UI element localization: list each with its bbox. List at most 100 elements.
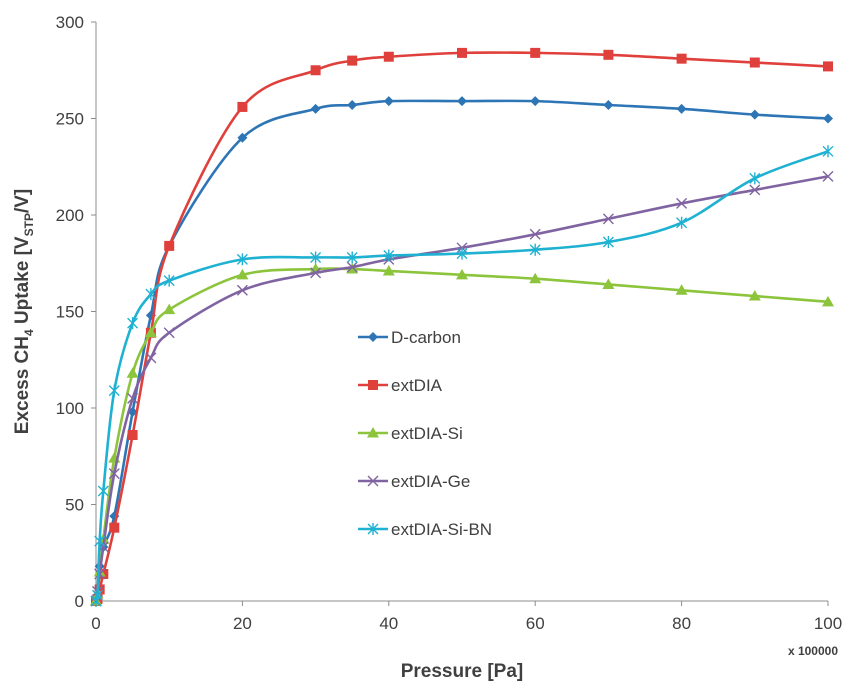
legend-marker — [368, 332, 378, 342]
data-point — [347, 99, 358, 110]
data-point — [94, 535, 106, 548]
data-point — [602, 278, 615, 289]
data-point — [126, 367, 139, 378]
series-extdia-ge — [90, 170, 834, 607]
data-point — [237, 101, 248, 112]
data-point — [530, 47, 541, 58]
data-point — [237, 132, 248, 143]
data-point — [603, 49, 614, 60]
data-point — [91, 589, 103, 602]
data-point — [748, 290, 761, 301]
data-point — [309, 263, 322, 274]
data-point — [310, 251, 322, 264]
data-point — [164, 240, 175, 251]
y-tick-label: 200 — [56, 206, 84, 225]
data-point — [749, 57, 760, 68]
data-point — [347, 55, 358, 66]
y-tick-label: 300 — [56, 13, 84, 32]
data-point — [603, 99, 614, 110]
data-point — [529, 243, 541, 256]
legend-entry: extDIA — [358, 376, 443, 395]
legend-entry: D-carbon — [358, 328, 461, 347]
data-point — [383, 249, 395, 262]
legend-marker — [367, 475, 379, 487]
data-point — [310, 65, 321, 76]
y-tick-label: 100 — [56, 399, 84, 418]
series-line — [94, 51, 829, 603]
data-point — [530, 96, 541, 107]
y-tick-label: 150 — [56, 303, 84, 322]
x-tick-label: 60 — [526, 614, 545, 633]
x-tick-label: 0 — [91, 614, 100, 633]
data-point — [822, 170, 834, 182]
data-point — [236, 284, 248, 296]
data-point — [602, 213, 614, 225]
data-point — [676, 197, 688, 209]
legend: D-carbon extDIA extDIA-Si extDIA-Ge extDIA-S… — [358, 328, 492, 539]
data-point — [97, 484, 109, 497]
data-point — [457, 47, 467, 58]
x-axis-multiplier: x 100000 — [788, 644, 838, 658]
y-axis-title: Excess CH4 Uptake [VSTP/V] — [12, 189, 36, 434]
data-point — [310, 103, 321, 114]
legend-label: extDIA-Si — [391, 424, 463, 443]
x-tick-label: 100 — [814, 614, 842, 633]
tick-labels: 0 50 100 150 200 250 300 0 20 40 60 80 100 — [56, 13, 843, 633]
data-point — [109, 522, 120, 533]
data-point — [676, 53, 687, 64]
data-point — [383, 96, 394, 107]
data-point — [108, 468, 120, 480]
legend-entry: extDIA-Ge — [358, 472, 470, 491]
data-point — [127, 430, 138, 441]
data-point — [346, 261, 358, 273]
x-tick-label: 40 — [379, 614, 398, 633]
data-point — [676, 103, 687, 114]
data-point — [749, 109, 760, 120]
y-axis-title-prefix: Excess CH — [12, 336, 33, 434]
legend-label: extDIA — [391, 376, 443, 395]
data-point — [346, 251, 358, 264]
data-point — [602, 236, 614, 249]
data-point — [457, 96, 467, 107]
data-point — [127, 317, 139, 330]
legend-marker — [368, 380, 378, 390]
data-point — [236, 253, 248, 266]
data-point — [529, 272, 542, 284]
data-point — [749, 184, 761, 196]
y-axis-title-sub2: STP — [22, 213, 36, 236]
data-point — [823, 61, 833, 72]
data-point — [822, 145, 834, 158]
y-axis-title-mid: Uptake [V — [12, 236, 33, 329]
data-point — [529, 228, 541, 240]
data-point — [456, 268, 468, 280]
x-tick-label: 20 — [233, 614, 252, 633]
y-axis-title-sub1: 4 — [22, 329, 36, 336]
legend-marker — [367, 427, 379, 438]
data-point — [383, 51, 394, 62]
data-point — [163, 327, 175, 339]
data-point — [310, 267, 322, 279]
legend-entry: extDIA-Si — [358, 424, 463, 443]
data-point — [236, 268, 249, 280]
y-axis-title-suffix: /V] — [12, 189, 33, 213]
plot-area — [90, 47, 834, 607]
data-point — [823, 113, 833, 124]
legend-label: extDIA-Ge — [391, 472, 470, 491]
data-point — [822, 295, 834, 307]
data-point — [456, 247, 468, 260]
data-point — [676, 216, 688, 229]
data-point — [163, 274, 175, 287]
legend-label: extDIA-Si-BN — [391, 520, 492, 539]
data-point — [144, 326, 157, 338]
data-point — [127, 392, 139, 404]
x-tick-label: 80 — [672, 614, 691, 633]
data-point — [108, 384, 120, 397]
axes — [91, 21, 829, 606]
data-point — [163, 303, 176, 315]
data-point — [382, 264, 395, 276]
legend-marker — [367, 523, 379, 535]
y-tick-label: 250 — [56, 110, 84, 129]
data-point — [145, 288, 157, 301]
series-extdia-si-bn — [90, 145, 834, 607]
